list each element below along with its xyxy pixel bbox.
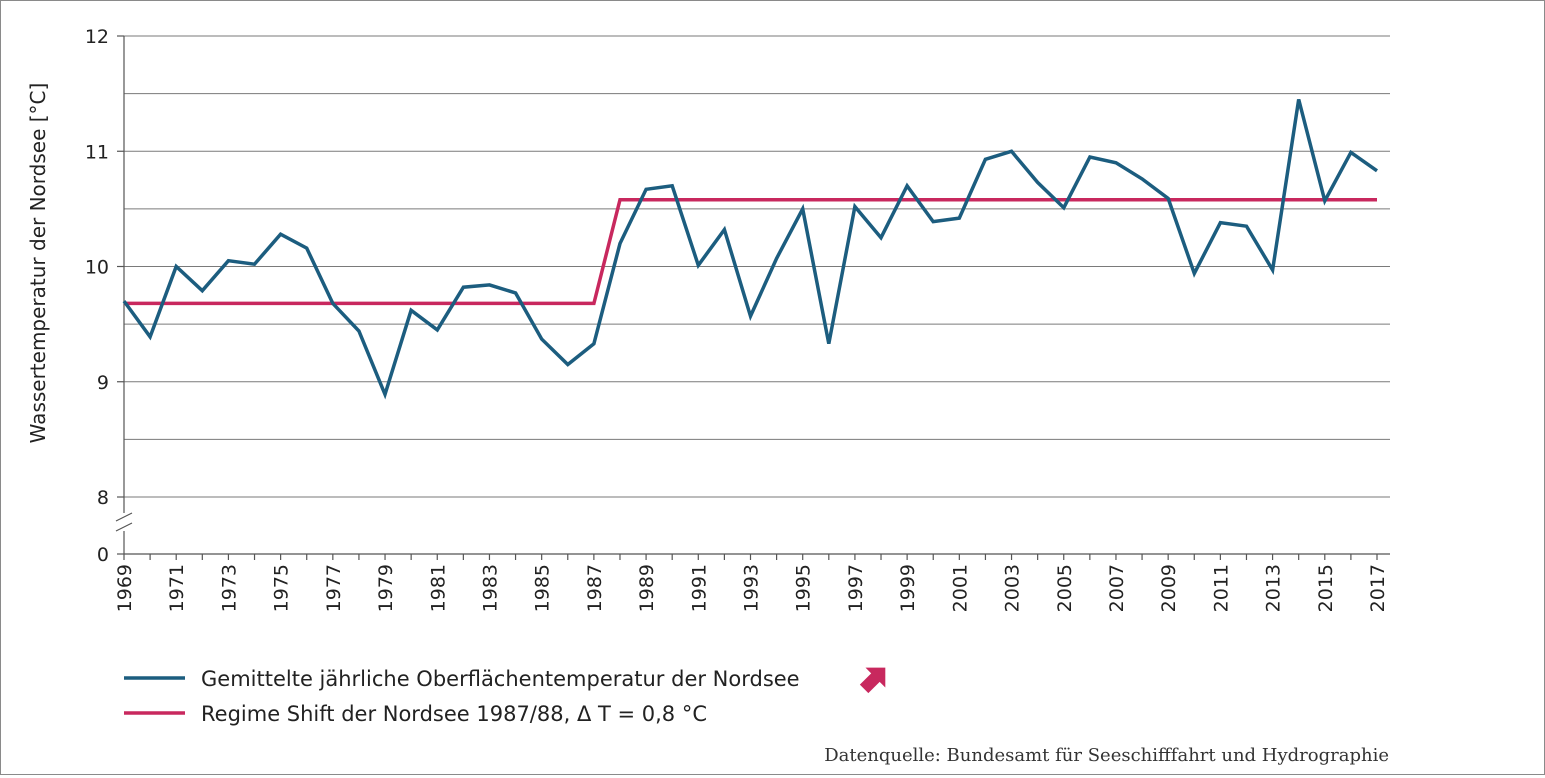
grid-lines — [124, 35, 1390, 498]
x-tick-label: 1995 — [793, 564, 815, 612]
y-axis-label: Wassertemperatur der Nordsee [°C] — [26, 83, 50, 444]
x-tick-label: 1987 — [584, 564, 606, 612]
y-tick-label: 8 — [97, 487, 109, 509]
axis-break-mark — [115, 522, 133, 532]
legend-label-regime-shift: Regime Shift der Nordsee 1987/88, Δ T = … — [201, 702, 707, 726]
legend-label-temperature: Gemittelte jährliche Oberflächentemperat… — [201, 667, 800, 691]
data-source: Datenquelle: Bundesamt für Seeschifffahr… — [824, 745, 1389, 766]
x-tick-label: 1979 — [375, 564, 397, 612]
series-line-regime-shift — [124, 197, 1377, 306]
y-tick-label: 10 — [85, 257, 109, 279]
y-tick-label: 11 — [85, 141, 109, 163]
y-tick-label: 12 — [85, 26, 109, 48]
x-tick-label: 1989 — [636, 564, 658, 612]
x-tick-label: 2005 — [1054, 564, 1076, 612]
x-tick-label: 1973 — [218, 564, 240, 612]
x-tick-label: 2013 — [1263, 564, 1285, 612]
x-tick-label: 1983 — [479, 564, 501, 612]
x-tick-label: 1999 — [897, 564, 919, 612]
series-line-temperature — [122, 98, 1379, 400]
x-tick-label: 1985 — [532, 564, 554, 612]
x-tick-label: 1975 — [271, 564, 293, 612]
x-tick-labels: 1969 1971 1973 1975 1977 1979 1981 1983 1985 1987… — [114, 564, 1389, 612]
trend-up-arrow-icon — [859, 667, 886, 694]
x-tick-label: 2007 — [1106, 564, 1128, 612]
y-tick-labels: 8 9 10 11 12 0 — [85, 26, 109, 566]
x-tick-label: 2003 — [1002, 564, 1024, 612]
x-tick-label: 1991 — [688, 564, 710, 612]
x-tick-label: 1969 — [114, 564, 136, 612]
x-tick-label: 1977 — [323, 564, 345, 612]
x-tick-label: 1993 — [741, 564, 763, 612]
x-tick-label: 2001 — [949, 564, 971, 612]
x-tick-label: 1997 — [845, 564, 867, 612]
series-lines — [122, 98, 1379, 400]
x-tick-label: 1971 — [166, 564, 188, 612]
y-tick-label: 0 — [97, 544, 109, 566]
x-tick-label: 1981 — [427, 564, 449, 612]
axes — [115, 35, 1390, 560]
axis-break-mark — [115, 512, 133, 522]
y-tick-label: 9 — [97, 372, 109, 394]
x-tick-label: 2015 — [1315, 564, 1337, 612]
x-tick-label: 2009 — [1158, 564, 1180, 612]
x-tick-label: 2011 — [1210, 564, 1232, 612]
x-tick-label: 2017 — [1367, 564, 1389, 612]
